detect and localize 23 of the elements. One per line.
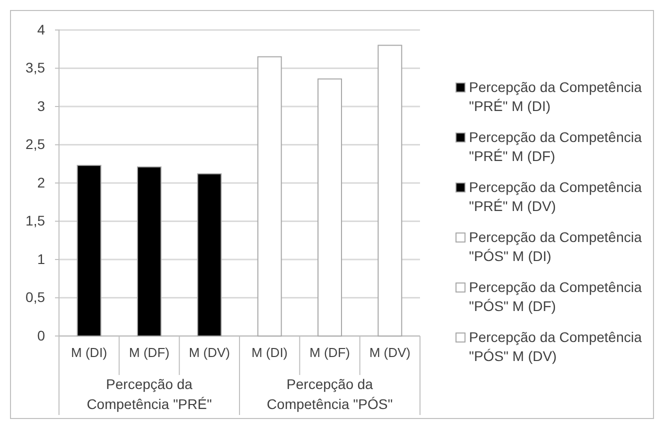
y-tick-label: 3,5 [26,60,46,76]
x-tick-label: M (DF) [310,345,350,360]
x-tick-label: M (DI) [252,345,288,360]
legend-label: Percepção da Competência "PÓS" M (DF) [469,279,642,314]
x-tick-label: M (DI) [71,345,108,360]
y-tick-label: 2 [37,174,46,190]
y-tick-label: 3 [37,98,46,114]
y-tick-label: 0,5 [26,289,46,306]
y-tick-label: 4 [37,21,46,38]
y-tick-label: 1 [37,250,46,267]
text: Percepção da Competência "PRÉ" [86,376,212,412]
legend-label: Percepção da Competência "PÓS" M (DI) [469,229,642,264]
y-tick-label: 2,5 [26,136,46,152]
x-tick-label: M (DF) [129,345,170,360]
x-tick-label: M (DV) [188,345,230,360]
text: Percepção da Competência "PÓS" [266,376,393,412]
legend-label: Percepção da Competência "PÓS" M (DV) [469,329,642,364]
legend-label: Percepção da Competência "PRÉ" M (DV) [469,179,642,214]
legend-label: Percepção da Competência "PRÉ" M (DF) [469,129,642,164]
y-tick-label: 1,5 [26,212,46,229]
x-tick-label: M (DV) [369,345,411,360]
y-tick-label: 0 [37,327,46,344]
legend-label: Percepção da Competência "PRÉ" M (DI) [469,79,642,114]
